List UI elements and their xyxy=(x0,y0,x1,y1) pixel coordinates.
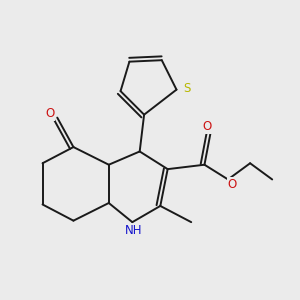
Text: O: O xyxy=(228,178,237,191)
Text: O: O xyxy=(45,107,55,120)
Text: O: O xyxy=(203,120,212,133)
Text: NH: NH xyxy=(125,224,142,238)
Text: S: S xyxy=(183,82,190,95)
